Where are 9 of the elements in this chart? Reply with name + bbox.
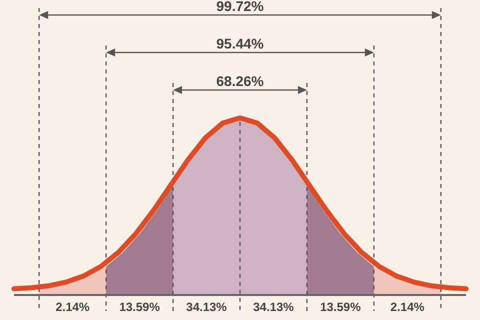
text: 95.44% — [216, 36, 264, 52]
text: 2.14% — [56, 300, 90, 314]
text: 13.59% — [119, 300, 160, 314]
text: 99.72% — [216, 0, 264, 14]
text: 34.13% — [253, 300, 294, 314]
text: 2.14% — [390, 300, 425, 314]
text: 68.26% — [216, 73, 264, 89]
text: 13.59% — [320, 300, 362, 314]
text: 34.13% — [186, 300, 228, 314]
